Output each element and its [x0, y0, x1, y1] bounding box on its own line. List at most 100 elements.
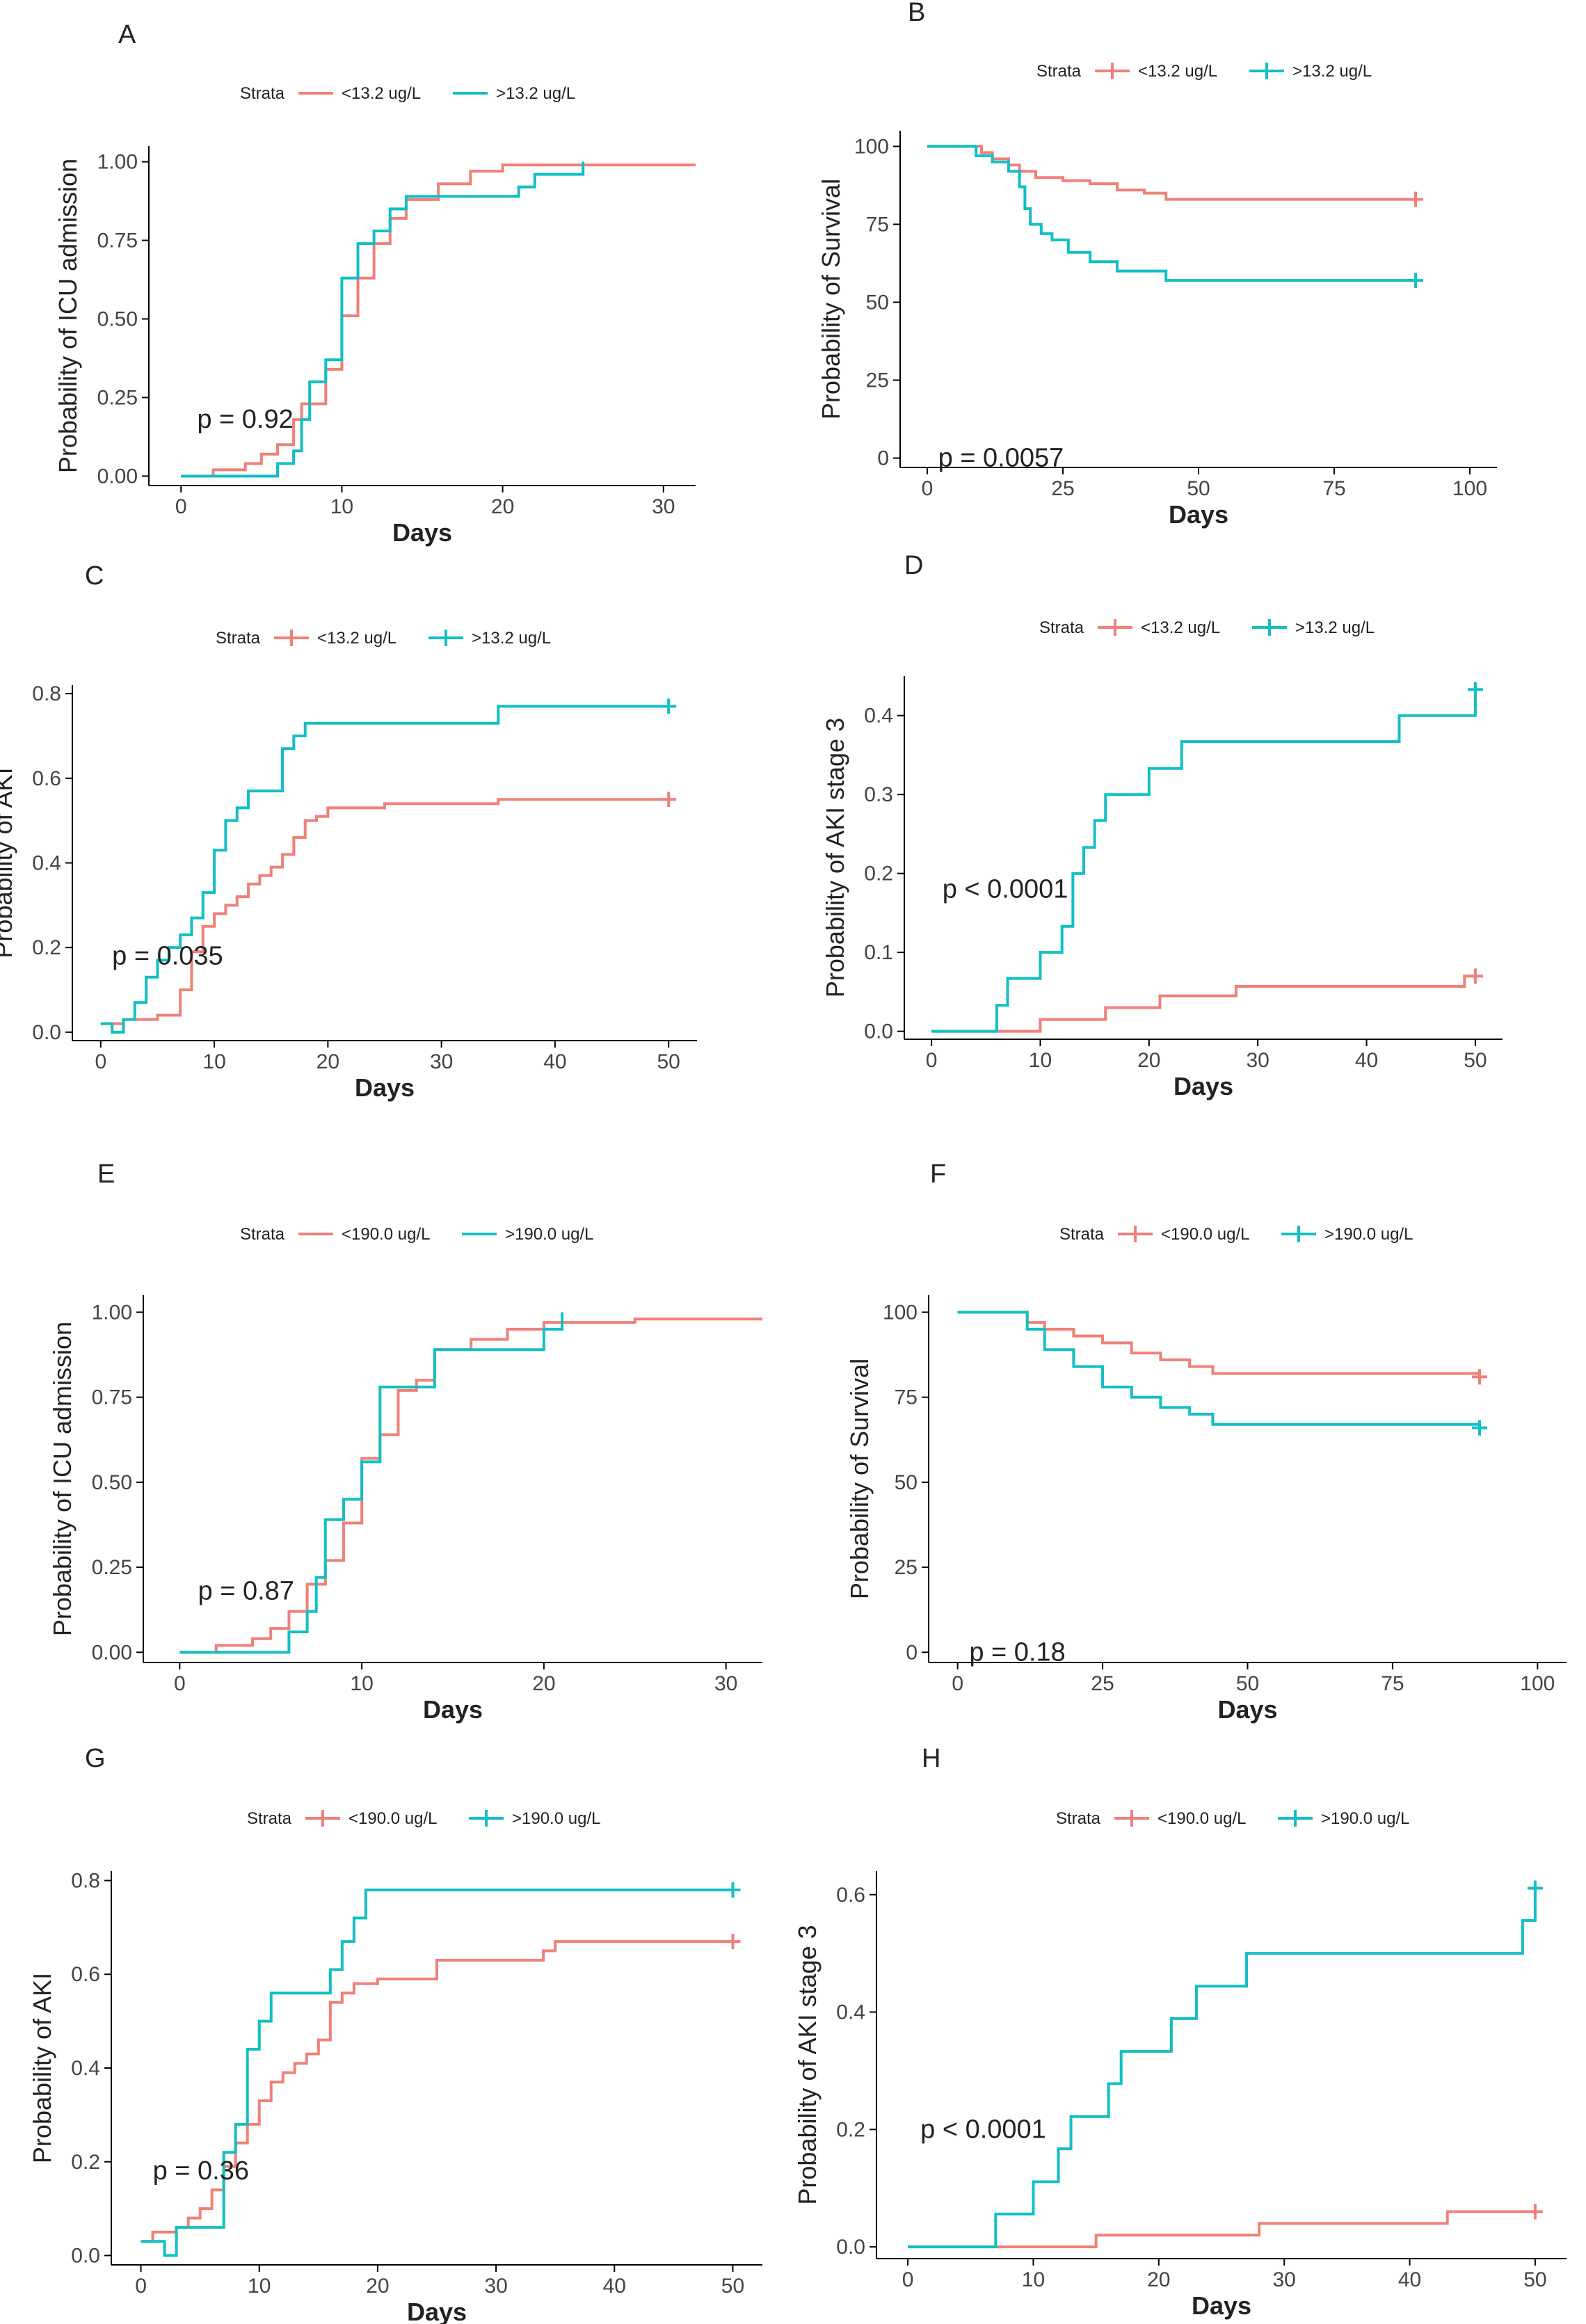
x-axis-title: Days — [1174, 1072, 1233, 1100]
y-tick-label: 1.00 — [92, 1301, 132, 1324]
y-tick-label: 100 — [883, 1301, 918, 1324]
panel-h: H Strata <190.0 ug/L >190.0 ug/L 0 10 20 30 40 50… — [793, 1744, 1567, 2320]
y-axis-title: Probability of AKI stage 3 — [821, 718, 849, 997]
panel-letter: A — [118, 20, 136, 49]
x-axis-title: Days — [392, 518, 452, 547]
legend-label-1: >13.2 ug/L — [1292, 62, 1372, 81]
x-tick-label: 0 — [95, 1050, 106, 1073]
x-tick-label: 30 — [652, 495, 675, 518]
x-tick-label: 75 — [1322, 477, 1345, 500]
p-value: p = 0.87 — [198, 1576, 294, 1605]
x-tick-label: 20 — [532, 1672, 555, 1695]
y-tick-label: 0.6 — [71, 1963, 100, 1986]
panel-c: C Strata <13.2 ug/L >13.2 ug/L 0 10 20 30 40 50 0.… — [0, 561, 697, 1102]
x-tick-label: 20 — [491, 495, 514, 518]
y-tick-label: 0.00 — [97, 465, 138, 488]
legend-label-0: <190.0 ug/L — [349, 1809, 437, 1828]
legend-title: Strata — [1039, 618, 1084, 637]
x-axis-title: Days — [423, 1695, 483, 1724]
x-axis-title: Days — [355, 1073, 415, 1102]
x-tick-label: 40 — [543, 1050, 566, 1073]
series-line-1 — [100, 705, 669, 1034]
censor-mark-1 — [1471, 1420, 1487, 1436]
y-tick-label: 0.8 — [71, 1869, 100, 1892]
legend-label-1: >190.0 ug/L — [1321, 1809, 1409, 1828]
panel-a: A Strata <13.2 ug/L >13.2 ug/L 0 10 20 30 0.00 0.… — [54, 20, 696, 547]
x-tick-label: 50 — [1187, 477, 1210, 500]
x-tick-label: 25 — [1091, 1672, 1114, 1695]
x-tick-label: 50 — [1236, 1672, 1259, 1695]
legend-label-0: <13.2 ug/L — [342, 84, 421, 103]
legend-label-0: <190.0 ug/L — [1161, 1225, 1249, 1244]
legend-title: Strata — [240, 1225, 285, 1244]
censor-mark-0 — [1527, 2204, 1543, 2220]
legend-label-0: <13.2 ug/L — [317, 629, 397, 648]
y-tick-label: 0.25 — [92, 1556, 132, 1579]
x-tick-label: 20 — [1137, 1049, 1160, 1072]
y-tick-label: 0.0 — [32, 1021, 61, 1044]
legend: Strata <13.2 ug/L >13.2 ug/L — [240, 84, 575, 103]
series-line-1 — [179, 1312, 564, 1654]
y-tick-label: 0.3 — [864, 783, 893, 806]
x-tick-label: 30 — [430, 1050, 453, 1073]
x-tick-label: 0 — [175, 495, 187, 518]
x-tick-label: 100 — [1520, 1672, 1555, 1695]
p-value: p < 0.0001 — [943, 874, 1068, 904]
panel-g: G Strata <190.0 ug/L >190.0 ug/L 0 10 20 30 40 50… — [28, 1744, 762, 2324]
panel-letter: D — [904, 551, 923, 580]
x-tick-label: 40 — [603, 2275, 626, 2298]
x-tick-label: 50 — [1523, 2268, 1546, 2291]
y-tick-label: 0.4 — [836, 2001, 865, 2024]
x-tick-label: 25 — [1051, 477, 1074, 500]
x-tick-label: 0 — [902, 2268, 914, 2291]
legend: Strata <190.0 ug/L >190.0 ug/L — [1056, 1809, 1409, 1828]
panel-letter: F — [930, 1160, 946, 1189]
panel-letter: H — [922, 1744, 940, 1773]
x-tick-label: 30 — [484, 2275, 507, 2298]
x-tick-label: 20 — [1147, 2268, 1170, 2291]
series-line-1 — [957, 1311, 1481, 1428]
y-axis-title: Probability of Survival — [845, 1359, 874, 1599]
censor-mark-0 — [1471, 1369, 1487, 1385]
x-axis-title: Days — [407, 2298, 467, 2324]
x-tick-label: 0 — [926, 1049, 938, 1072]
legend-label-1: >190.0 ug/L — [1324, 1225, 1413, 1244]
y-tick-label: 0.6 — [32, 767, 61, 790]
series-line-1 — [927, 145, 1416, 282]
panel-b: B Strata <13.2 ug/L >13.2 ug/L 0 25 50 75 100 0 25… — [817, 0, 1497, 529]
y-tick-label: 0.4 — [32, 852, 61, 875]
legend-label-1: >190.0 ug/L — [512, 1809, 600, 1828]
series-line-0 — [179, 1317, 762, 1654]
panel-letter: C — [85, 561, 104, 591]
y-tick-label: 75 — [866, 213, 889, 236]
x-axis-title: Days — [1169, 500, 1228, 529]
p-value: p = 0.36 — [153, 2156, 249, 2186]
censor-mark-0 — [1467, 968, 1483, 984]
y-axis-title: Probability of AKI stage 3 — [793, 1925, 822, 2204]
y-tick-label: 0.0 — [71, 2245, 100, 2268]
y-axis-title: Probability of ICU admission — [54, 159, 82, 473]
x-tick-label: 10 — [248, 2275, 271, 2298]
y-tick-label: 0.6 — [836, 1884, 865, 1907]
series-line-0 — [957, 1311, 1481, 1377]
legend: Strata <190.0 ug/L >190.0 ug/L — [240, 1225, 593, 1244]
x-tick-label: 0 — [135, 2275, 147, 2298]
x-tick-label: 30 — [714, 1672, 737, 1695]
legend-label-0: <190.0 ug/L — [342, 1225, 430, 1244]
x-tick-label: 0 — [922, 477, 934, 500]
y-tick-label: 0.4 — [864, 705, 893, 728]
y-tick-label: 0.2 — [71, 2151, 100, 2174]
x-tick-label: 50 — [721, 2275, 744, 2298]
series-line-0 — [100, 798, 669, 1025]
y-tick-label: 75 — [895, 1386, 918, 1409]
x-tick-label: 40 — [1398, 2268, 1421, 2291]
series-line-0 — [908, 2210, 1535, 2249]
p-value: p = 0.18 — [969, 1637, 1065, 1667]
x-tick-label: 10 — [330, 495, 353, 518]
censor-mark-1 — [725, 1882, 741, 1898]
x-tick-label: 50 — [1464, 1049, 1487, 1072]
legend-label-0: <13.2 ug/L — [1138, 62, 1217, 81]
panel-letter: B — [908, 0, 925, 27]
legend-title: Strata — [247, 1809, 292, 1828]
